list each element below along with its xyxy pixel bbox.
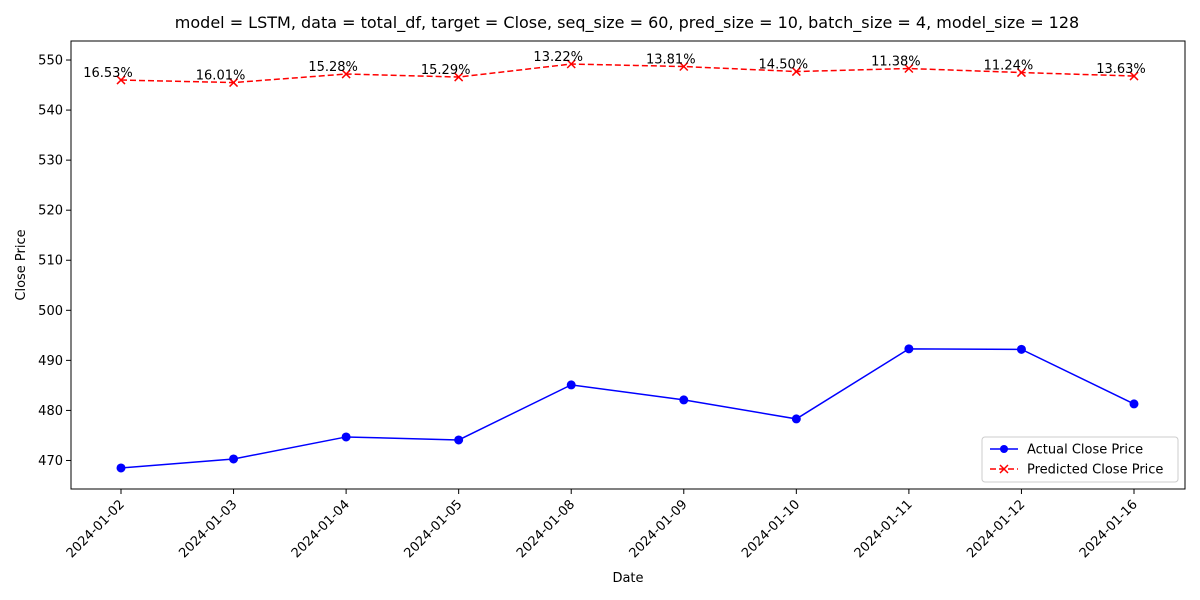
chart-title: model = LSTM, data = total_df, target = … <box>175 13 1079 33</box>
actual-data-point <box>229 454 239 464</box>
x-marker-stroke <box>566 59 576 69</box>
legend-marker <box>1000 445 1008 453</box>
error-percent-label: 13.81% <box>646 53 696 68</box>
predicted-series-line <box>120 63 1135 84</box>
actual-data-point <box>566 380 576 390</box>
x-tick-label: 2024-01-16 <box>1077 497 1141 561</box>
predicted-data-point <box>566 59 576 69</box>
x-marker-stroke <box>1016 68 1026 78</box>
x-tick-label: 2024-01-02 <box>64 497 128 561</box>
y-tick-label: 530 <box>38 154 63 169</box>
error-percent-label: 15.29% <box>421 63 471 78</box>
x-marker-stroke <box>454 72 464 82</box>
legend-label: Actual Close Price <box>1027 443 1143 458</box>
x-marker-stroke <box>116 75 126 85</box>
error-percent-label: 11.38% <box>871 55 921 70</box>
x-tick-label: 2024-01-11 <box>852 497 916 561</box>
legend: Actual Close Price Predicted Close Price <box>981 436 1179 483</box>
plot-area <box>116 59 1139 473</box>
x-tick-label: 2024-01-08 <box>514 497 578 561</box>
error-percent-label: 13.22% <box>533 50 583 65</box>
x-marker-stroke <box>229 78 239 88</box>
y-axis-label: Close Price <box>14 229 29 300</box>
x-marker-stroke <box>904 64 914 74</box>
error-percent-label: 14.50% <box>759 58 809 73</box>
predicted-data-point <box>341 69 351 79</box>
y-axis: 470 480 490 500 510 520 530 540 550 <box>38 54 71 469</box>
y-tick-label: 490 <box>38 354 63 369</box>
actual-data-point <box>116 463 126 473</box>
x-axis: 2024-01-02 2024-01-03 2024-01-04 2024-01-05… <box>64 489 1141 561</box>
y-tick-label: 550 <box>38 54 63 69</box>
x-marker-stroke <box>791 67 801 77</box>
predicted-data-point <box>791 67 801 77</box>
annotations: 16.53% 16.01% 15.28% 15.29% 13.22% 13.81% 14.5… <box>83 50 1146 84</box>
y-tick-label: 520 <box>38 204 63 219</box>
error-percent-label: 16.01% <box>196 69 246 84</box>
predicted-data-point <box>454 72 464 82</box>
actual-data-point <box>791 414 801 424</box>
legend-marker <box>999 464 1009 474</box>
x-tick-label: 2024-01-04 <box>289 497 353 561</box>
x-tick-label: 2024-01-05 <box>401 497 465 561</box>
x-tick-label: 2024-01-09 <box>627 497 691 561</box>
error-percent-label: 15.28% <box>308 60 358 75</box>
error-percent-label: 13.63% <box>1096 62 1146 77</box>
actual-series-line <box>120 348 1135 469</box>
predicted-data-point <box>1016 68 1026 78</box>
actual-data-point <box>904 344 914 354</box>
y-tick-label: 540 <box>38 104 63 119</box>
x-tick-label: 2024-01-12 <box>964 497 1028 561</box>
x-marker-stroke <box>1129 71 1139 81</box>
y-tick-label: 470 <box>38 454 63 469</box>
y-tick-label: 510 <box>38 254 63 269</box>
actual-data-point <box>1016 344 1026 354</box>
actual-data-point <box>679 395 689 405</box>
error-percent-label: 16.53% <box>83 66 133 81</box>
legend-label: Predicted Close Price <box>1027 463 1163 478</box>
predicted-data-point <box>229 78 239 88</box>
y-tick-label: 500 <box>38 304 63 319</box>
predicted-data-point <box>904 64 914 74</box>
x-axis-label: Date <box>612 571 643 586</box>
x-marker-stroke <box>341 69 351 79</box>
predicted-data-point <box>679 61 689 72</box>
x-tick-label: 2024-01-03 <box>176 497 240 561</box>
axes-frame <box>70 40 1186 490</box>
actual-data-point <box>1129 399 1139 409</box>
predicted-data-point <box>116 75 126 85</box>
x-marker-stroke <box>999 464 1009 474</box>
actual-data-point <box>454 435 464 445</box>
error-percent-label: 11.24% <box>984 59 1034 74</box>
legend-box <box>981 436 1179 483</box>
x-marker-stroke <box>679 61 689 72</box>
x-tick-label: 2024-01-10 <box>739 497 803 561</box>
predicted-data-point <box>1129 71 1139 81</box>
actual-data-point <box>341 432 351 442</box>
y-tick-label: 480 <box>38 404 63 419</box>
